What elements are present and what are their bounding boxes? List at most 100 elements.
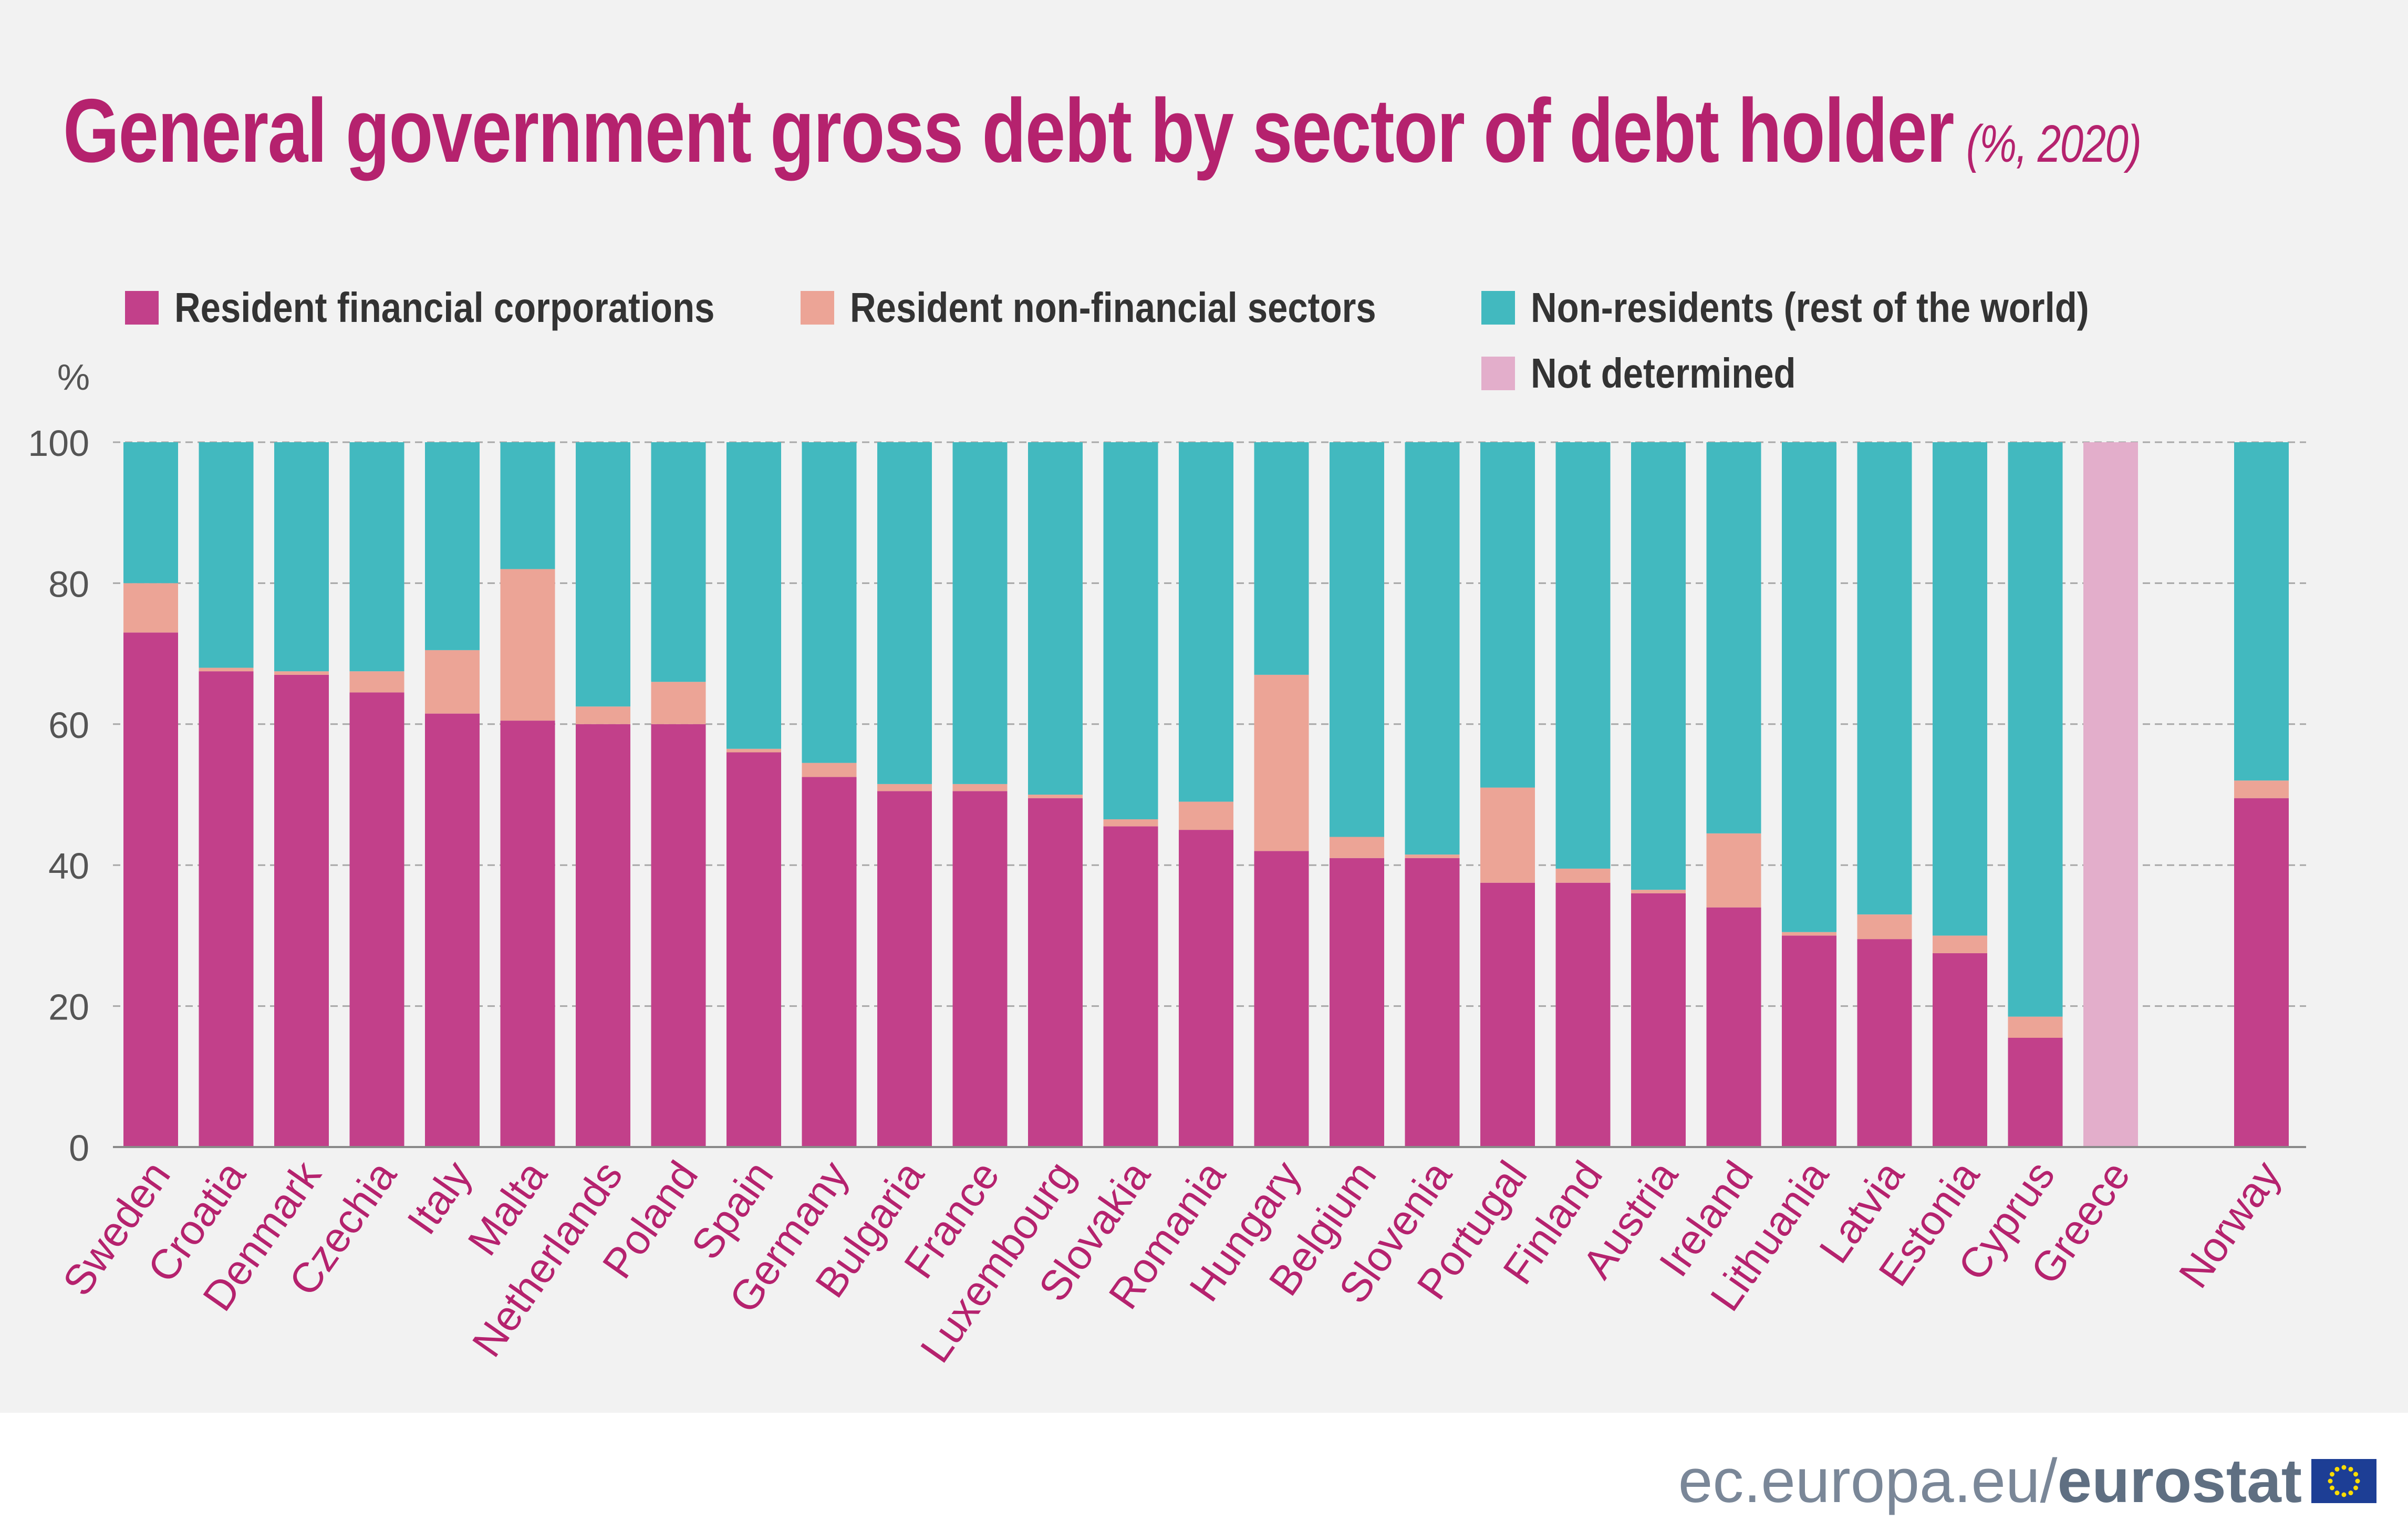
y-axis-label: % — [57, 357, 90, 398]
flag-star — [2353, 1472, 2359, 1477]
bar-segment — [199, 442, 254, 668]
flag-star — [2341, 1465, 2347, 1470]
bar-segment — [877, 442, 932, 784]
chart-title: General government gross debt by sector … — [63, 79, 2142, 183]
bar-segment — [1631, 890, 1686, 893]
bar-segment — [425, 713, 480, 1147]
bar-segment — [500, 721, 555, 1147]
bar-segment — [802, 442, 857, 763]
bar-segment — [952, 442, 1008, 784]
bar-segment — [1782, 442, 1836, 932]
bar-segment — [1857, 442, 1912, 915]
footer-site: ec.europa.eu/ — [1678, 1446, 2058, 1516]
legend-label: Resident non-financial sectors — [850, 284, 1376, 331]
bar-segment — [274, 442, 329, 672]
bar-segment — [123, 442, 178, 583]
bar-segment — [952, 791, 1008, 1147]
bar-segment — [349, 692, 404, 1147]
flag-star — [2348, 1491, 2353, 1496]
bar-segment — [274, 674, 329, 1147]
bar-segment — [651, 682, 706, 724]
bar-segment — [2083, 442, 2138, 1147]
flag-star — [2329, 1485, 2334, 1491]
bar-segment — [877, 784, 932, 791]
bar-segment — [1480, 787, 1535, 883]
bar-segment — [425, 650, 480, 714]
bar-segment — [1857, 914, 1912, 940]
legend-item-not-determined: Not determined — [1481, 349, 1839, 398]
bar-segment — [1405, 854, 1460, 858]
bar-segment — [1330, 858, 1384, 1147]
bar-segment — [651, 442, 706, 682]
bar-segment — [1330, 837, 1384, 858]
bar-segment — [1179, 830, 1233, 1147]
stacked-bar-chart: 020406080100%SwedenCroatiaDenmarkCzechia… — [28, 357, 2306, 1371]
bar-segment — [1706, 442, 1761, 833]
bar-segment — [802, 777, 857, 1147]
bar-segment — [1254, 674, 1309, 851]
bar-segment — [651, 724, 706, 1147]
bar-segment — [1933, 935, 1987, 953]
legend-label: Non-residents (rest of the world) — [1531, 284, 2089, 331]
legend-label: Not determined — [1531, 350, 1796, 397]
y-tick-label: 60 — [48, 705, 89, 746]
bar-segment — [2008, 1037, 2063, 1147]
y-tick-label: 40 — [48, 846, 89, 887]
flag-star — [2334, 1491, 2340, 1496]
bar-segment — [952, 784, 1008, 791]
bar-segment — [2008, 1016, 2063, 1038]
legend-swatch — [125, 291, 159, 325]
bar-segment — [802, 763, 857, 777]
title-subtitle: (%, 2020) — [1966, 114, 2142, 173]
bar-segment — [1555, 868, 1611, 883]
bar-segment — [1480, 442, 1535, 788]
bar-segment — [123, 632, 178, 1147]
legend-swatch — [1481, 291, 1515, 325]
flag-star — [2348, 1466, 2353, 1472]
legend-label: Resident financial corporations — [174, 284, 715, 331]
bar-segment — [1782, 935, 1836, 1147]
legend-item-resident-nonfinancial: Resident non-financial sectors — [801, 284, 1462, 332]
bar-segment — [123, 583, 178, 633]
bar-segment — [1706, 907, 1761, 1147]
bar-segment — [199, 668, 254, 672]
bar-segment — [1028, 795, 1083, 798]
bar-segment — [726, 442, 781, 749]
bar-segment — [1933, 953, 1987, 1147]
y-tick-label: 0 — [69, 1128, 89, 1169]
bar-segment — [1555, 442, 1611, 869]
legend-swatch — [1481, 357, 1515, 390]
y-tick-label: 20 — [48, 987, 89, 1028]
bar-segment — [1254, 442, 1309, 675]
footer-brand: ec.europa.eu/eurostat — [1678, 1446, 2376, 1516]
bar-segment — [1254, 851, 1309, 1147]
bar-segment — [349, 671, 404, 693]
y-tick-label: 100 — [28, 423, 89, 464]
bar-segment — [1103, 442, 1158, 819]
bar-segment — [1330, 442, 1384, 837]
flag-star — [2328, 1478, 2333, 1484]
bar-segment — [1028, 442, 1083, 795]
bar-segment — [1631, 442, 1686, 890]
bar-segment — [1179, 801, 1233, 830]
eu-flag-icon — [2311, 1459, 2376, 1503]
flag-star — [2334, 1466, 2340, 1472]
x-tick-label: Norway — [2170, 1153, 2289, 1296]
y-tick-label: 80 — [48, 564, 89, 605]
bar-segment — [877, 791, 932, 1147]
bar-segment — [1179, 442, 1233, 802]
bar-segment — [2234, 780, 2289, 798]
flag-star — [2329, 1472, 2334, 1477]
bar-segment — [199, 671, 254, 1147]
bar-segment — [1782, 932, 1836, 936]
legend-swatch — [801, 291, 834, 325]
bar-segment — [1857, 939, 1912, 1147]
footer-brand-name: eurostat — [2057, 1446, 2302, 1516]
bar-segment — [1706, 833, 1761, 908]
bar-segment — [1933, 442, 1987, 936]
bar-segment — [1405, 442, 1460, 855]
bar-segment — [2008, 442, 2063, 1017]
bar-segment — [500, 569, 555, 721]
legend-item-resident-financial: Resident financial corporations — [125, 284, 803, 332]
bar-segment — [349, 442, 404, 672]
